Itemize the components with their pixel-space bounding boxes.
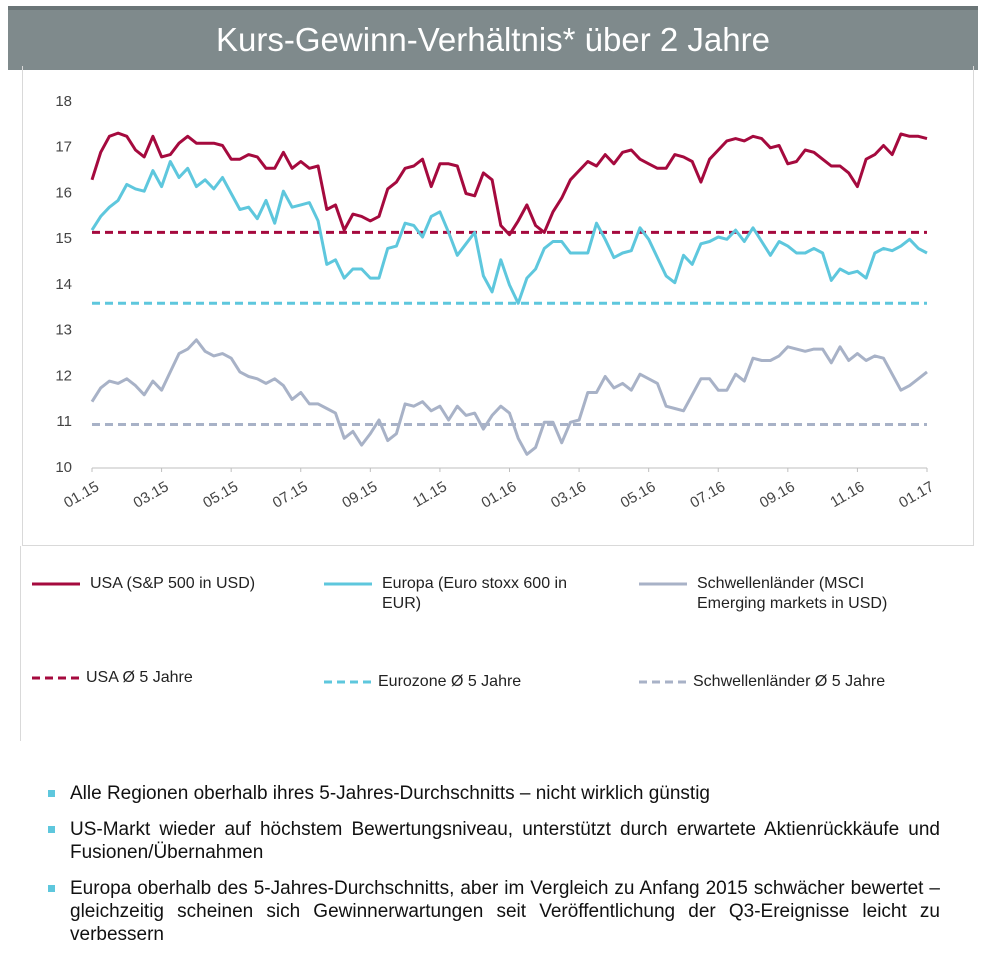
legend-label: USA Ø 5 Jahre xyxy=(86,669,193,686)
bullet-item: Europa oberhalb des 5-Jahres-Durchschnit… xyxy=(48,878,940,945)
legend-swatch xyxy=(324,582,372,586)
x-tick-label: 01.17 xyxy=(896,478,937,511)
x-tick-label: 07.16 xyxy=(687,478,728,511)
x-tick-label: 01.16 xyxy=(478,478,519,511)
legend-entry: Schwellenländer (MSCI Emerging markets i… xyxy=(637,574,937,614)
legend-swatch xyxy=(639,680,687,684)
chart: 10 11 12 13 14 15 16 17 18 01.15 03.15 05.15 07.15 09… xyxy=(55,93,937,512)
legend-label: Eurozone Ø 5 Jahre xyxy=(378,673,522,690)
legend-swatch xyxy=(32,582,80,586)
y-tick-label: 10 xyxy=(55,459,72,476)
bullet-item: US-Markt wieder auf höchstem Bewertungsn… xyxy=(48,819,940,863)
legend-swatch xyxy=(324,680,372,684)
legend-entry: USA Ø 5 Jahre xyxy=(30,668,306,688)
x-tick-label: 03.16 xyxy=(548,478,589,511)
bullet-item: Alle Regionen oberhalb ihres 5-Jahres-Du… xyxy=(48,782,940,805)
legend-label: USA (S&P 500 in USD) xyxy=(90,575,256,592)
x-tick-label: 07.15 xyxy=(270,478,311,511)
series-line xyxy=(90,338,928,456)
legend-swatch xyxy=(32,676,80,680)
chart-frame xyxy=(22,66,974,546)
legend-label: Europa (Euro stoxx 600 in EUR) xyxy=(382,575,567,612)
y-tick-label: 14 xyxy=(55,276,72,293)
series-line xyxy=(90,131,928,237)
legend-frame xyxy=(20,546,21,741)
x-tick-label: 01.15 xyxy=(61,478,102,511)
y-tick-label: 13 xyxy=(55,322,72,339)
legend-label: Schwellenländer (MSCI Emerging markets i… xyxy=(697,575,888,612)
series-line xyxy=(90,160,928,305)
legend-swatch xyxy=(639,582,687,586)
legend-label: Schwellenländer Ø 5 Jahre xyxy=(693,673,886,690)
x-tick-label: 05.15 xyxy=(200,478,241,511)
x-tick-label: 11.16 xyxy=(827,478,867,511)
x-tick-label: 09.16 xyxy=(757,478,798,511)
bullet-list: Alle Regionen oberhalb ihres 5-Jahres-Du… xyxy=(48,782,940,959)
x-tick-label: 05.16 xyxy=(618,478,659,511)
legend-entry: Europa (Euro stoxx 600 in EUR) xyxy=(322,574,602,614)
x-tick-label: 09.15 xyxy=(339,478,380,511)
y-tick-label: 12 xyxy=(55,367,72,384)
y-tick-label: 17 xyxy=(55,139,72,156)
legend-entry: Schwellenländer Ø 5 Jahre xyxy=(637,672,953,692)
chart-title: Kurs-Gewinn-Verhältnis* über 2 Jahre xyxy=(8,6,978,70)
legend-entry: Eurozone Ø 5 Jahre xyxy=(322,672,618,692)
x-tick-label: 11.15 xyxy=(410,478,450,511)
y-tick-label: 11 xyxy=(56,413,72,430)
legend-entry: USA (S&P 500 in USD) xyxy=(30,574,290,594)
y-tick-label: 18 xyxy=(55,93,72,110)
x-tick-label: 03.15 xyxy=(131,478,172,511)
y-tick-label: 16 xyxy=(55,184,72,201)
y-tick-label: 15 xyxy=(55,230,72,247)
